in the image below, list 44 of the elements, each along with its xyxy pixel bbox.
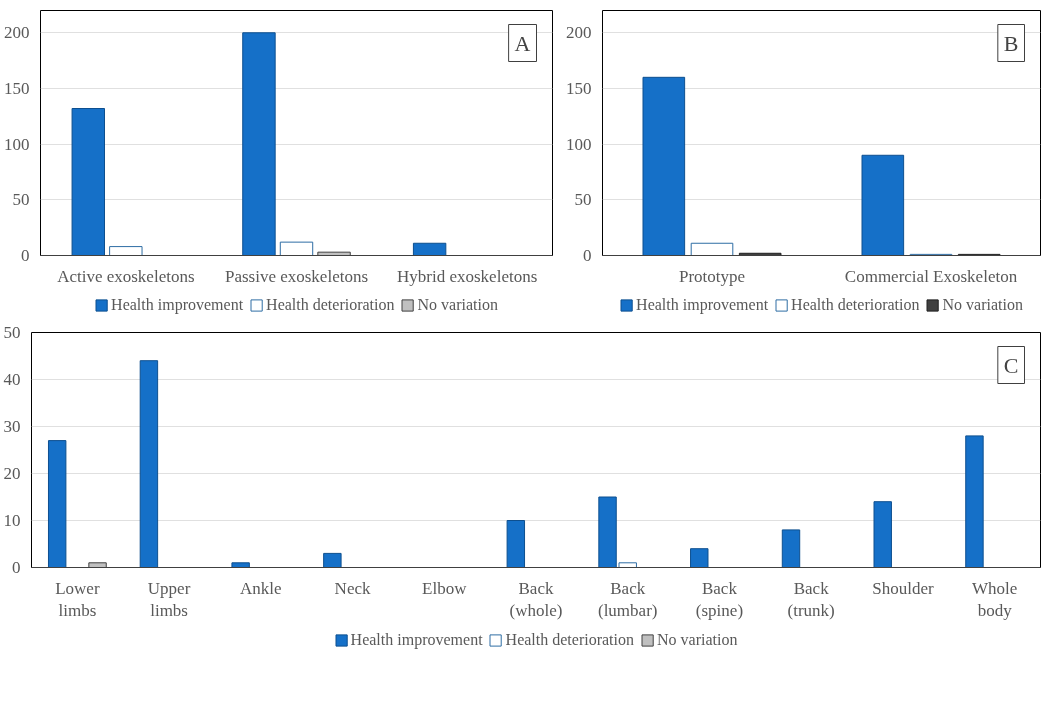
legend-label: No variation (942, 296, 1023, 314)
legend-label: Health deterioration (791, 296, 920, 314)
y-tick-label: 10 (3, 511, 21, 530)
legend-label: Health deterioration (505, 631, 634, 649)
y-tick-label: 100 (566, 134, 592, 154)
y-tick-label: 100 (4, 134, 30, 154)
annotation: C (1003, 352, 1019, 378)
annotation: B (1003, 30, 1019, 56)
x-tick-label: Prototype (678, 266, 746, 286)
x-tick-label: Neck (334, 578, 371, 598)
x-tick-label: Hybrid exoskeletons (397, 266, 538, 286)
x-tick-label: Passive exoskeletons (224, 266, 369, 286)
x-tick-label: Back (whole) (509, 578, 563, 621)
x-tick-label: Commercial Exoskeleton (844, 266, 1018, 286)
legend-label: Health deterioration (266, 296, 395, 314)
y-tick-label: 0 (583, 246, 592, 265)
y-tick-label: 150 (4, 78, 30, 98)
y-tick-label: 40 (3, 370, 21, 389)
x-tick-label: Active exoskeletons (57, 266, 195, 286)
y-tick-label: 50 (574, 190, 592, 210)
y-tick-label: 200 (4, 23, 30, 43)
x-tick-label: Ankle (240, 578, 282, 598)
x-tick-label: Upper limbs (147, 578, 191, 621)
annotation: A (514, 30, 531, 56)
x-tick-label: Lower limbs (55, 578, 100, 621)
x-tick-label: Back (lumbar) (597, 578, 658, 621)
y-tick-label: 0 (12, 558, 21, 577)
y-tick-label: 50 (12, 190, 30, 210)
legend-label: No variation (417, 296, 498, 314)
y-tick-label: 200 (566, 23, 592, 43)
x-tick-label: Shoulder (872, 578, 934, 598)
legend-label: No variation (656, 631, 738, 649)
x-tick-label: Whole body (971, 578, 1018, 621)
x-tick-label: Back (trunk) (787, 578, 835, 621)
y-tick-label: 20 (3, 464, 21, 483)
y-tick-label: 30 (3, 417, 21, 436)
x-tick-label: Elbow (422, 578, 468, 598)
x-tick-label: Back (spine) (695, 578, 744, 621)
legend-label: Health improvement (636, 296, 769, 314)
legend-label: Health improvement (350, 631, 483, 649)
legend-label: Health improvement (111, 296, 244, 314)
y-tick-label: 50 (3, 323, 21, 342)
y-tick-label: 150 (566, 78, 592, 98)
y-tick-label: 0 (21, 246, 30, 265)
